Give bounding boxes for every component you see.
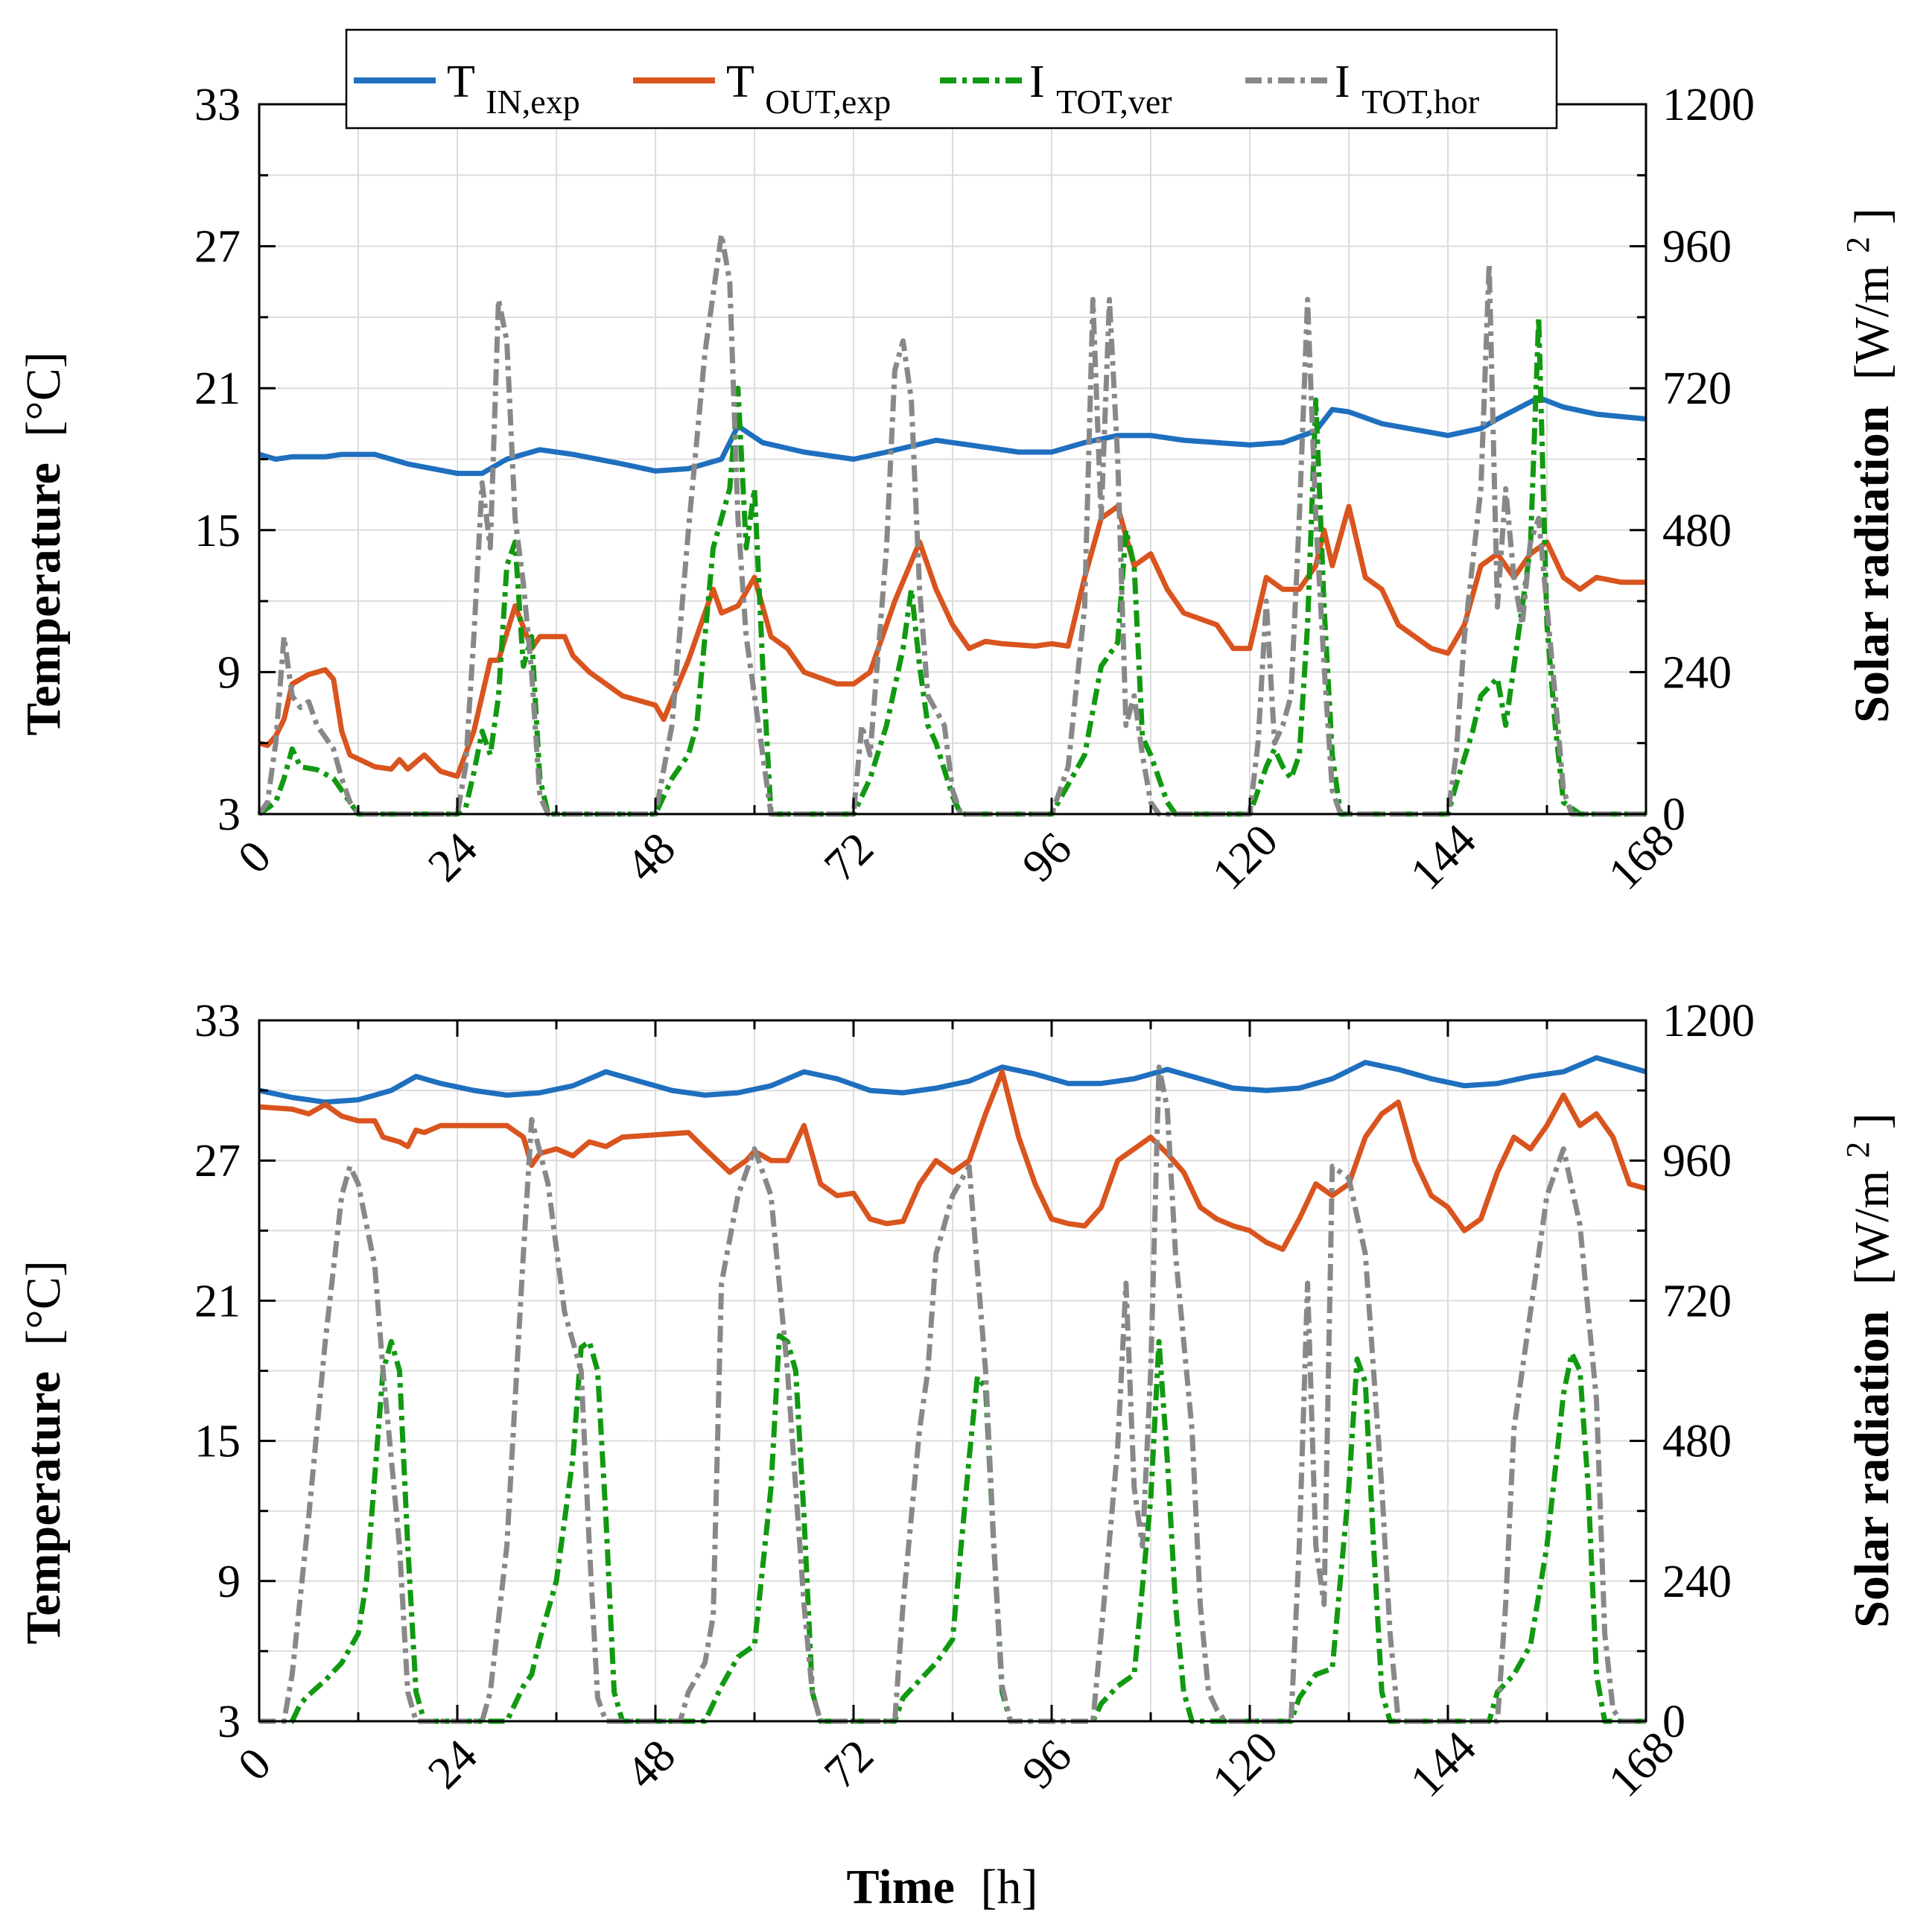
y-right-tick-label: 240 [1662, 647, 1732, 698]
legend-label-i-hor: I TOT,hor [1335, 57, 1479, 121]
legend-label-t-in-sub: IN,exp [486, 83, 579, 121]
bottom-series-i-ver [259, 1332, 1646, 1724]
panel-top: 0 24 48 72 96 120 144 1683915212733024048072096… [16, 80, 1899, 900]
legend-label-t-out-main: T [726, 57, 754, 107]
legend-entry-i-ver: I TOT,ver [940, 57, 1172, 121]
y-right-tick-label: 0 [1662, 1697, 1685, 1747]
legend-label-t-out-sub: OUT,exp [765, 83, 891, 121]
legend-label-i-ver-sub: TOT,ver [1056, 83, 1172, 121]
bottom-left-axis-title-bold: Temperature [16, 1371, 71, 1645]
y-left-tick-label: 9 [217, 1557, 241, 1607]
y-left-tick-label: 15 [194, 506, 241, 556]
legend: T IN,exp T OUT,exp I TOT,ver I TOT,hor [345, 28, 1558, 130]
bottom-right-axis-title: Solar radiation [W/m 2 ] [1825, 1113, 1899, 1627]
x-axis-title-bold: Time [847, 1860, 955, 1914]
y-left-tick-label: 9 [217, 647, 241, 698]
y-right-tick-label: 1200 [1662, 996, 1755, 1046]
y-right-tick-label: 720 [1662, 1276, 1732, 1326]
top-series-i-ver [257, 314, 1646, 817]
y-left-tick-label: 3 [217, 789, 241, 840]
legend-label-i-hor-main: I [1335, 57, 1350, 107]
legend-entry-t-out: T OUT,exp [633, 57, 891, 121]
top-ticks: 0 24 48 72 96 120 144 1683915212733024048072096… [194, 80, 1755, 900]
y-right-tick-label: 1200 [1662, 80, 1755, 130]
y-right-tick-label: 0 [1662, 789, 1685, 840]
legend-label-t-in: T IN,exp [447, 57, 580, 121]
y-left-tick-label: 21 [194, 1276, 241, 1326]
legend-label-i-hor-sub: TOT,hor [1361, 83, 1479, 121]
panel-bottom: 0 24 48 72 96 120 144 1683915212733024048072096… [16, 996, 1899, 1807]
bottom-right-axis-title-bold: Solar radiation [1845, 1311, 1899, 1628]
y-left-tick-label: 27 [194, 1136, 241, 1186]
y-left-tick-label: 15 [194, 1417, 241, 1467]
top-right-axis-title-unit: [W/m [1845, 265, 1899, 380]
y-right-tick-label: 480 [1662, 1417, 1732, 1467]
top-left-axis-title-bold: Temperature [16, 463, 71, 736]
top-series-t-in [258, 395, 1647, 477]
top-grid [258, 104, 1647, 815]
bottom-series-t-in [258, 1055, 1647, 1105]
legend-label-t-in-main: T [447, 57, 474, 107]
legend-label-t-out: T OUT,exp [726, 57, 891, 121]
top-right-axis-title-bold: Solar radiation [1845, 406, 1899, 723]
bottom-left-axis-title: Temperature [°C] [16, 1260, 71, 1644]
legend-label-i-ver: I TOT,ver [1029, 57, 1172, 121]
y-right-tick-label: 480 [1662, 506, 1732, 556]
legend-entry-t-in: T IN,exp [354, 57, 580, 121]
y-left-tick-label: 3 [217, 1697, 241, 1747]
x-axis-title-unit: [h] [980, 1860, 1038, 1914]
y-left-tick-label: 33 [194, 80, 241, 130]
y-left-tick-label: 27 [194, 222, 241, 273]
bottom-series-t-out [258, 1069, 1647, 1252]
y-right-tick-label: 240 [1662, 1557, 1732, 1607]
top-right-axis-title-close: ] [1845, 208, 1899, 224]
top-right-axis-title-sup: 2 [1840, 237, 1876, 253]
bottom-right-axis-title-unit: [W/m [1845, 1170, 1899, 1285]
y-left-tick-label: 33 [194, 996, 241, 1046]
bottom-left-axis-title-unit: [°C] [16, 1260, 71, 1345]
top-right-axis-title: Solar radiation [W/m 2 ] [1825, 208, 1899, 722]
y-right-tick-label: 960 [1662, 222, 1732, 273]
x-axis-title: Time [h] [847, 1860, 1038, 1914]
bottom-series-i-hor [259, 1064, 1646, 1724]
bottom-right-axis-title-sup: 2 [1840, 1142, 1876, 1158]
y-left-tick-label: 21 [194, 363, 241, 414]
y-right-tick-label: 960 [1662, 1136, 1732, 1186]
top-left-axis-title-unit: [°C] [16, 352, 71, 436]
bottom-right-axis-title-close: ] [1845, 1113, 1899, 1129]
y-right-tick-label: 720 [1662, 363, 1732, 414]
top-left-axis-title: Temperature [°C] [16, 352, 71, 735]
legend-label-i-ver-main: I [1029, 57, 1045, 107]
legend-entry-i-hor: I TOT,hor [1245, 57, 1479, 121]
bottom-series [258, 1055, 1647, 1724]
